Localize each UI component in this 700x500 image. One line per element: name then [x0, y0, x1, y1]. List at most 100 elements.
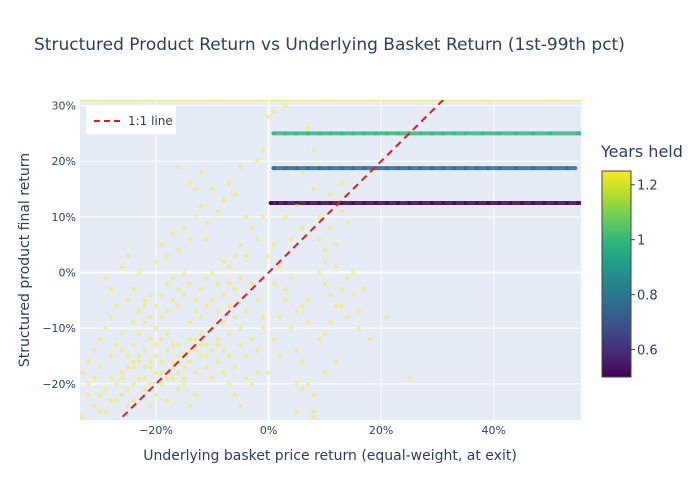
scatter-point [153, 392, 159, 398]
scatter-point [176, 342, 181, 348]
scatter-point [221, 197, 226, 203]
scatter-point [204, 275, 209, 281]
scatter-point [328, 192, 333, 197]
scatter-point [463, 166, 468, 171]
scatter-point [317, 270, 322, 275]
reference-line-layer [117, 100, 445, 420]
scatter-point [283, 166, 288, 171]
scatter-point [114, 303, 119, 309]
scatter-point [283, 200, 288, 205]
scatter-point [193, 370, 198, 375]
scatter-point [452, 200, 457, 205]
scatter-point [221, 259, 226, 264]
scatter-point [120, 376, 125, 381]
scatter-point [333, 359, 339, 364]
scatter-point [339, 131, 344, 136]
scatter-point [91, 403, 97, 409]
scatter-point [153, 370, 159, 375]
scatter-point [351, 200, 356, 205]
scatter-point [553, 200, 558, 205]
scatter-point [97, 364, 102, 370]
scatter-point [564, 166, 569, 171]
scatter-point [266, 370, 271, 375]
scatter-point [193, 337, 198, 342]
scatter-point [103, 409, 108, 414]
scatter-point [125, 364, 131, 370]
scatter-point [148, 364, 153, 370]
scatter-point [243, 309, 249, 314]
y-tick-label: 20% [52, 155, 76, 168]
scatter-point [120, 392, 125, 398]
scatter-point [277, 353, 283, 359]
scatter-point [311, 409, 316, 414]
chart-title: Structured Product Return vs Underlying … [34, 35, 625, 55]
scatter-point [210, 186, 215, 192]
scatter-point [142, 364, 147, 370]
scatter-point [283, 103, 288, 108]
scatter-point [187, 337, 192, 342]
scatter-point [367, 337, 373, 342]
scatter-point [91, 376, 97, 381]
scatter-point [249, 381, 254, 387]
scatter-point [519, 200, 524, 205]
colorbar-tick-label: 0.8 [637, 289, 658, 304]
scatter-point [103, 275, 108, 281]
scatter-point [159, 381, 164, 387]
scatter-point [260, 214, 266, 220]
scatter-point [198, 170, 204, 175]
colorbar-title: Years held [600, 142, 683, 161]
scatter-point [187, 281, 192, 286]
scatter-point [288, 275, 294, 281]
scatter-point [429, 200, 434, 205]
scatter-point [204, 364, 209, 370]
scatter-point [170, 298, 176, 303]
scatter-point [131, 398, 136, 403]
scatter-point [514, 166, 519, 171]
scatter-point [210, 270, 215, 275]
scatter-point [125, 387, 131, 392]
scatter-point [187, 403, 192, 409]
scatter-point [497, 166, 502, 171]
scatter-point [204, 303, 209, 309]
scatter-point [267, 100, 271, 101]
scatter-point [317, 337, 322, 342]
scatter-point [238, 403, 243, 409]
scatter-point [322, 248, 328, 253]
scatter-point [351, 166, 356, 171]
legend-label: 1:1 line [128, 114, 173, 128]
scatter-point [300, 303, 305, 309]
scatter-point [136, 309, 142, 314]
scatter-point [283, 287, 288, 292]
scatter-point [294, 309, 299, 314]
scatter-point [531, 131, 536, 136]
scatter-point [300, 387, 305, 392]
scatter-point [215, 359, 221, 364]
scatter-point [305, 320, 311, 325]
scatter-point [350, 292, 356, 297]
scatter-point [181, 270, 187, 275]
scatter-point [204, 236, 209, 242]
scatter-point [272, 108, 277, 114]
scatter-point [260, 314, 266, 320]
scatter-point [339, 209, 344, 214]
scatter-point [226, 381, 232, 387]
scatter-point [221, 292, 226, 297]
scatter-point [153, 353, 159, 359]
scatter-point [249, 337, 254, 342]
scatter-point [142, 303, 147, 309]
legend[interactable]: 1:1 line [86, 106, 176, 134]
scatter-point [232, 364, 238, 370]
y-axis-title: Structured product final return [17, 153, 33, 367]
scatter-point [108, 398, 114, 403]
colorbar-ticks: 0.6 0.8 1 1.2 [631, 179, 658, 359]
y-tick-label: −10% [42, 322, 76, 335]
scatter-point [497, 200, 502, 205]
scatter-point [153, 325, 159, 331]
scatter-point [159, 292, 164, 297]
scatter-point [429, 166, 434, 171]
scatter-point [165, 281, 170, 286]
scatter-point [187, 320, 192, 325]
scatter-point [339, 181, 344, 186]
scatter-point [384, 131, 389, 136]
